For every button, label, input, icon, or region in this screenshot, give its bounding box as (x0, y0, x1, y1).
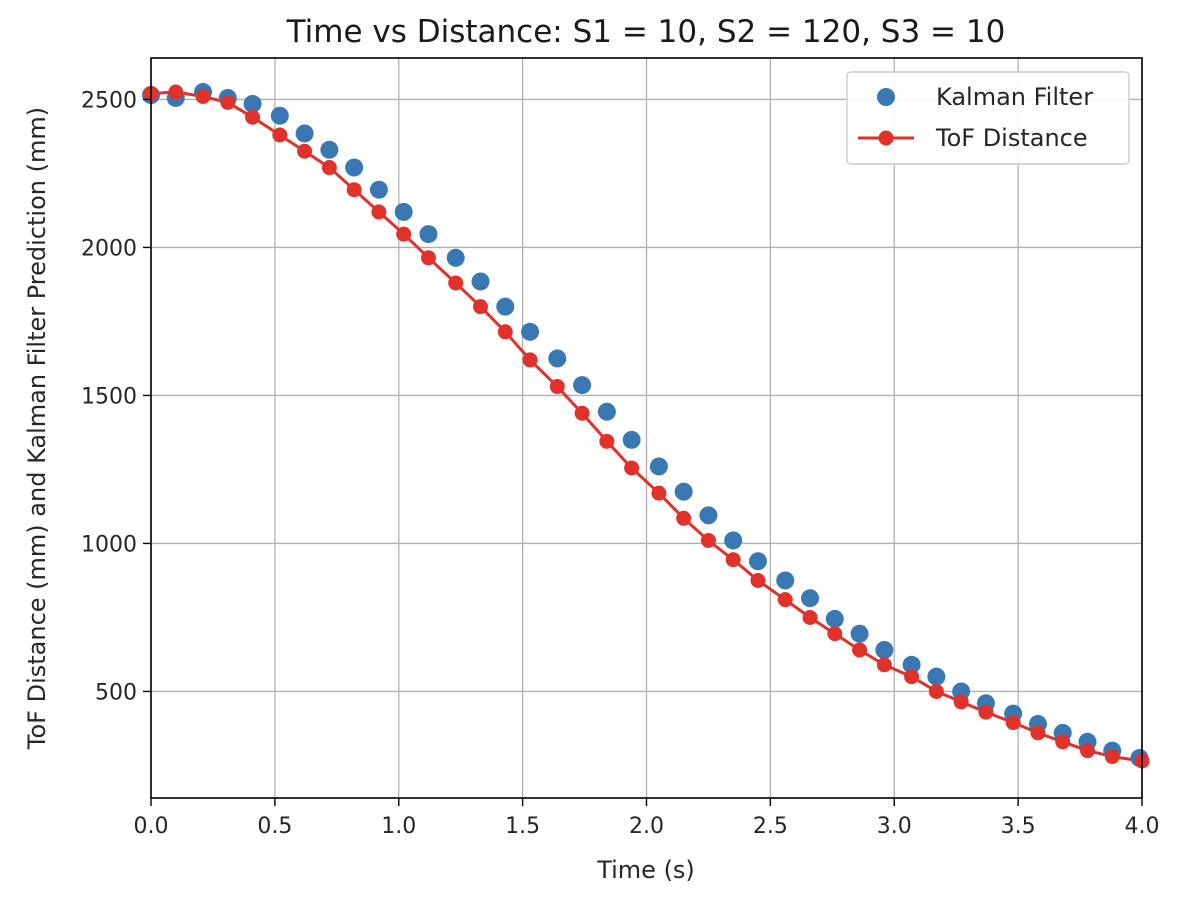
legend: Kalman Filter ToF Distance (846, 71, 1130, 165)
y-tick-label: 2500 (81, 88, 137, 113)
chart-title: Time vs Distance: S1 = 10, S2 = 120, S3 … (286, 14, 1006, 50)
x-tick-label: 2.0 (629, 814, 664, 839)
tof-distance-point (272, 127, 288, 143)
kalman-filter-point (902, 655, 921, 674)
y-tick-label: 2000 (81, 236, 137, 261)
y-axis: 500 1000 1500 2000 2500 (81, 88, 151, 705)
tof-distance-point (750, 572, 766, 588)
legend-kalman-label: Kalman Filter (936, 83, 1093, 111)
legend-tof-marker (878, 130, 894, 146)
tof-distance-point (802, 609, 818, 625)
tof-distance-point (725, 552, 741, 568)
kalman-filter-point (394, 202, 413, 221)
y-tick-label: 1500 (81, 384, 137, 409)
kalman-filter-point (270, 106, 289, 125)
tof-distance-point (497, 324, 513, 340)
x-tick-label: 1.5 (505, 814, 540, 839)
kalman-filter-point (875, 641, 894, 659)
tof-distance-point (651, 485, 667, 501)
x-axis-title: Time (s) (596, 856, 695, 884)
tof-distance-point (928, 683, 944, 699)
tof-distance-point (245, 109, 261, 125)
x-tick-label: 4.0 (1125, 814, 1160, 839)
kalman-filter-point (825, 609, 844, 628)
y-axis-title: ToF Distance (mm) and Kalman Filter Pred… (23, 107, 51, 750)
tof-distance-point (827, 626, 843, 642)
tof-distance-point (321, 160, 337, 176)
kalman-filter-point (724, 531, 743, 550)
kalman-filter-point (295, 124, 314, 143)
tof-distance-point (599, 433, 615, 449)
tof-distance-point (297, 143, 313, 159)
line-layer (150, 90, 1143, 763)
kalman-filter-point (573, 376, 592, 395)
kalman-filter-point (369, 180, 388, 199)
tof-distance-point (852, 642, 868, 658)
kalman-filter-point (345, 158, 364, 177)
tof-distance-point (396, 226, 412, 242)
tof-distance-point (574, 405, 590, 421)
tof-distance-point (1030, 725, 1046, 741)
tof-distance-point (1079, 743, 1095, 759)
kalman-filter-point (699, 506, 718, 525)
kalman-filter-point (674, 482, 693, 501)
kalman-filter-point (446, 248, 465, 267)
x-tick-label: 2.5 (753, 814, 788, 839)
tof-distance-point (195, 88, 211, 104)
tof-distance-point (549, 379, 565, 395)
tof-distance-point (978, 704, 994, 720)
y-tick-label: 1000 (81, 532, 137, 557)
tof-distance-point (522, 352, 538, 368)
tof-distance-point (624, 460, 640, 476)
tof-distance-point (420, 250, 436, 266)
kalman-filter-point (622, 430, 641, 449)
tof-distance-point (220, 94, 236, 110)
y-tick-label: 500 (95, 680, 137, 705)
tof-distance-point (371, 204, 387, 220)
kalman-filter-point (850, 624, 869, 643)
tof-distance-point (700, 532, 716, 548)
legend-tof-label: ToF Distance (935, 124, 1088, 152)
tof-distance-point (168, 84, 184, 100)
tof-distance-point (904, 669, 920, 685)
tof-distance-point (346, 182, 362, 198)
kalman-filter-point (496, 297, 515, 316)
x-tick-label: 0.5 (257, 814, 292, 839)
kalman-filter-point (801, 589, 820, 608)
x-tick-label: 0.0 (134, 814, 169, 839)
legend-kalman-marker (877, 88, 895, 106)
tof-distance-point (473, 299, 489, 315)
tof-distance-line (150, 90, 1143, 763)
tof-distance-point (1055, 734, 1071, 750)
kalman-filter-point (320, 140, 339, 159)
tof-distance-point (448, 275, 464, 291)
tof-distance-point (1104, 749, 1120, 765)
kalman-filter-point (597, 402, 616, 421)
legend-box (846, 71, 1130, 165)
kalman-filter-point (927, 667, 946, 686)
kalman-filter-point (649, 457, 668, 476)
x-tick-label: 3.5 (1001, 814, 1036, 839)
kalman-filter-point (548, 349, 567, 368)
tof-distance-point (777, 592, 793, 608)
tof-distance-points (143, 84, 1150, 769)
kalman-filter-point (776, 571, 795, 590)
kalman-filter-point (521, 322, 540, 341)
tof-distance-point (876, 657, 892, 673)
tof-distance-point (676, 510, 692, 526)
x-tick-label: 1.0 (381, 814, 416, 839)
x-axis: 0.0 0.5 1.0 1.5 2.0 2.5 3.0 3.5 4.0 (134, 798, 1160, 839)
kalman-filter-point (419, 225, 438, 244)
kalman-filter-point (471, 272, 490, 291)
tof-distance-point (1005, 715, 1021, 731)
x-tick-label: 3.0 (877, 814, 912, 839)
kalman-filter-point (748, 552, 767, 571)
kalman-filter-point (243, 94, 262, 113)
tof-distance-point (953, 694, 969, 710)
